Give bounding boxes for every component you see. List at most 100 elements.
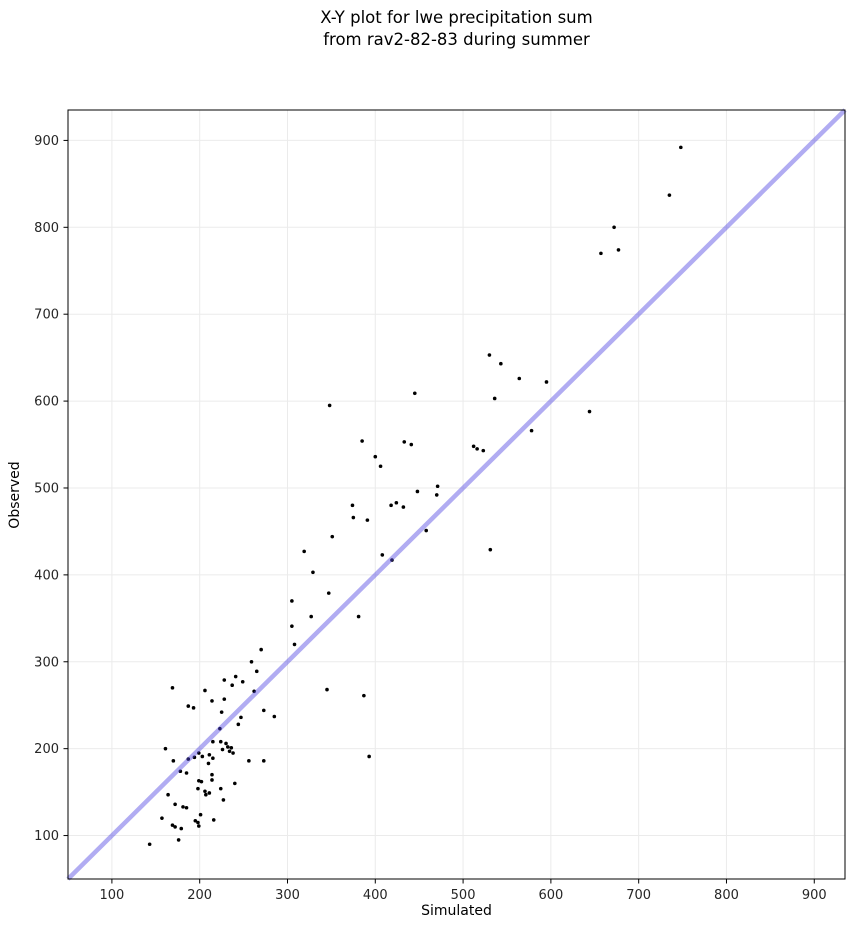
data-point [492, 396, 497, 401]
data-point [199, 779, 204, 784]
data-point [163, 746, 168, 751]
data-point [390, 558, 394, 562]
data-point [360, 439, 364, 443]
data-point [401, 505, 406, 509]
data-point [147, 842, 152, 847]
data-point [409, 442, 414, 447]
data-point [222, 697, 227, 701]
data-point [231, 751, 235, 755]
data-point [679, 145, 683, 150]
data-point [218, 726, 222, 731]
data-point [179, 826, 184, 831]
data-point [311, 570, 315, 575]
data-point [290, 624, 294, 628]
data-point [230, 683, 234, 688]
data-point [261, 759, 266, 763]
data-point [292, 642, 297, 647]
data-point [203, 789, 207, 794]
x-tick-label: 700 [626, 888, 651, 903]
data-point [211, 739, 215, 744]
data-point [330, 534, 335, 539]
data-point [191, 706, 196, 710]
x-tick-label: 400 [363, 888, 388, 903]
data-point [186, 704, 191, 708]
y-tick-label: 400 [34, 568, 59, 583]
x-tick-label: 300 [275, 888, 300, 903]
x-tick-label: 100 [99, 888, 124, 903]
data-point [196, 820, 200, 825]
y-tick-label: 900 [34, 134, 59, 149]
data-point [327, 403, 332, 408]
data-point [170, 686, 175, 690]
data-point [221, 798, 226, 802]
data-point [259, 647, 263, 652]
y-tick-label: 600 [34, 395, 59, 410]
data-point [351, 515, 356, 520]
y-tick-label: 100 [34, 829, 59, 844]
data-point [356, 614, 361, 619]
data-point [176, 838, 181, 842]
data-point [220, 747, 225, 752]
data-point [170, 823, 175, 827]
x-tick-label: 200 [187, 888, 212, 903]
y-axis-label: Observed [7, 461, 23, 529]
data-point [240, 679, 245, 684]
data-point [587, 409, 592, 414]
data-point [612, 225, 616, 230]
y-tick-label: 300 [34, 655, 59, 670]
data-point [412, 391, 417, 396]
x-tick-label: 500 [451, 888, 476, 903]
data-point [616, 248, 621, 252]
data-point [471, 444, 476, 449]
data-point [475, 447, 479, 451]
data-point [667, 193, 672, 197]
data-point [488, 547, 493, 552]
data-point [517, 376, 522, 381]
data-point [211, 818, 216, 822]
data-point [198, 812, 203, 817]
data-point [184, 771, 189, 775]
data-point [599, 251, 603, 256]
data-point [252, 689, 256, 694]
data-point [529, 428, 534, 433]
data-point [197, 751, 201, 755]
data-point [394, 500, 399, 505]
chart-title-line1: X-Y plot for lwe precipitation sum [320, 8, 593, 27]
data-point [481, 448, 486, 453]
data-point [225, 745, 230, 749]
data-point [487, 353, 492, 357]
data-point [193, 818, 198, 823]
data-point [236, 722, 241, 727]
data-point [222, 678, 227, 682]
data-point [261, 708, 266, 713]
data-point [247, 759, 251, 763]
y-tick-label: 500 [34, 481, 59, 496]
data-point [415, 489, 420, 494]
data-point [166, 792, 170, 797]
data-point [207, 752, 212, 757]
data-point [218, 786, 223, 791]
data-point [203, 688, 207, 693]
data-point [200, 754, 205, 759]
data-point [218, 739, 223, 744]
data-point [325, 687, 329, 692]
y-tick-label: 200 [34, 742, 59, 757]
data-point [227, 749, 232, 754]
data-point [173, 825, 177, 829]
data-point [326, 591, 331, 595]
data-point [224, 741, 228, 746]
data-point [378, 464, 383, 469]
data-point [178, 769, 183, 774]
data-point [173, 802, 177, 807]
chart-title: X-Y plot for lwe precipitation sum from … [68, 7, 845, 51]
data-point [210, 699, 214, 703]
data-point [181, 805, 185, 809]
data-point [362, 693, 366, 698]
data-point [365, 518, 370, 522]
data-point [210, 778, 214, 782]
data-point [350, 503, 355, 508]
data-point [171, 759, 176, 763]
x-tick-label: 900 [802, 888, 827, 903]
